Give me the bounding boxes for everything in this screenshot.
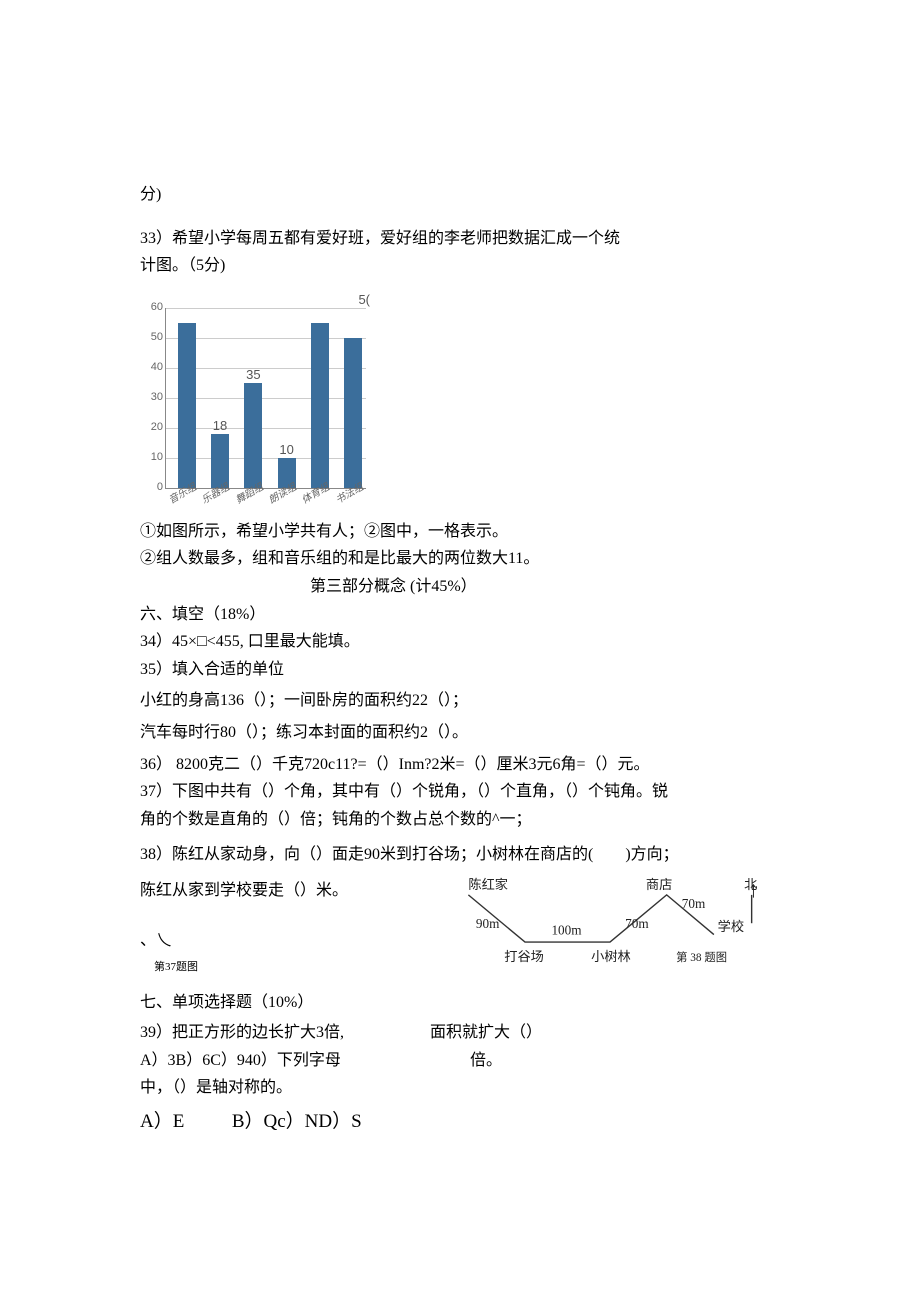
q35-a: 小红的身高136（）；一间卧房的面积约22（）； bbox=[140, 688, 780, 714]
chart-x-tick-label: 舞蹈组 bbox=[233, 480, 267, 509]
chart-x-tick-label: 音乐组 bbox=[166, 480, 200, 509]
chart-gridline bbox=[166, 368, 366, 369]
fig38-caption: 第 38 题图 bbox=[676, 950, 727, 964]
chart-plot-area: 0102030405060音乐组18乐器组35舞蹈组10朗读组体育组书法组 bbox=[165, 308, 366, 489]
chart-y-tick-label: 50 bbox=[141, 329, 163, 347]
chart-y-tick-label: 40 bbox=[141, 359, 163, 377]
label-xiaoshu: 小树林 bbox=[591, 949, 631, 964]
q33-sub1: ①如图所示，希望小学共有人；②图中，一格表示。 bbox=[140, 519, 780, 545]
q38-a: 38）陈红从家动身，向（）面走90米到打谷场；小树林在商店的( )方向； bbox=[140, 842, 780, 868]
q35: 35）填入合适的单位 bbox=[140, 657, 780, 683]
q34: 34）45×□<455, 口里最大能填。 bbox=[140, 629, 780, 655]
q36: 36） 8200克二（）千克720c11?=（）Inm?2米=（）厘米3元6角=… bbox=[140, 752, 780, 778]
chart-y-tick-label: 60 bbox=[141, 299, 163, 317]
chart-y-tick-label: 0 bbox=[141, 479, 163, 497]
fig37-caption: 第37题图 bbox=[154, 959, 440, 977]
section-7-title: 七、单项选择题（10%） bbox=[140, 990, 780, 1016]
chart-y-tick-label: 20 bbox=[141, 419, 163, 437]
label-shop: 商店 bbox=[646, 877, 672, 892]
label-school: 学校 bbox=[718, 918, 744, 934]
fig37-mark: 、乀 bbox=[140, 928, 440, 954]
chart-gridline bbox=[166, 398, 366, 399]
q39-a: 39）把正方形的边长扩大3倍, bbox=[140, 1020, 370, 1046]
label-70m-a: 70m bbox=[625, 916, 649, 931]
fragment-fen: 分) bbox=[140, 182, 780, 208]
chart-y-tick-label: 30 bbox=[141, 389, 163, 407]
q37-a: 37）下图中共有（）个角，其中有（）个锐角，（）个直角，（）个钝角。锐 bbox=[140, 779, 780, 805]
chart-y-tick-label: 10 bbox=[141, 449, 163, 467]
route-diagram: ↑ 陈红家 商店 北 90m 100m 70m 70m 学校 打谷场 小树林 第… bbox=[440, 876, 780, 988]
q35-b: 汽车每时行80（）；练习本封面的面积约2（）。 bbox=[140, 720, 780, 746]
q39-c: A）3B）6C）940）下列字母 bbox=[140, 1048, 370, 1074]
ans-a-label: A） bbox=[140, 1111, 173, 1132]
label-north: 北 bbox=[744, 877, 757, 892]
chart-gridline bbox=[166, 428, 366, 429]
chart-bar-value-label: 10 bbox=[279, 440, 293, 461]
ans-a-value: E bbox=[173, 1111, 185, 1132]
chart-gridline bbox=[166, 308, 366, 309]
q38-b: 陈红从家到学校要走（）米。 bbox=[140, 878, 440, 904]
chart-bar-value-label: 18 bbox=[213, 416, 227, 437]
q33-line2: 计图。（5分) bbox=[140, 253, 780, 279]
q39-d: 倍。 bbox=[430, 1048, 542, 1074]
chart-bar: 18 bbox=[211, 434, 229, 488]
part3-title: 第三部分概念 (计45%） bbox=[140, 574, 780, 600]
q33-sub2: ②组人数最多，组和音乐组的和是比最大的两位数大11。 bbox=[140, 546, 780, 572]
q38-diagram-row: 陈红从家到学校要走（）米。 、乀 第37题图 ↑ 陈红家 商店 北 90m 10… bbox=[140, 876, 780, 988]
chart-bar: 35 bbox=[244, 383, 262, 488]
chart-bar bbox=[344, 338, 362, 488]
q39-b: 面积就扩大（） bbox=[430, 1020, 542, 1046]
label-dagu: 打谷场 bbox=[504, 949, 544, 964]
q38-left-column: 陈红从家到学校要走（）米。 、乀 第37题图 bbox=[140, 876, 440, 977]
label-100m: 100m bbox=[551, 922, 582, 937]
chart-x-tick-label: 书法组 bbox=[333, 480, 367, 509]
chart-bar bbox=[311, 323, 329, 488]
chart-bar-value-label: 35 bbox=[246, 365, 260, 386]
q33-line1: 33）希望小学每周五都有爱好班，爱好组的李老师把数据汇成一个统 bbox=[140, 226, 780, 252]
chart-gridline bbox=[166, 338, 366, 339]
label-90m: 90m bbox=[476, 916, 500, 931]
chart-gridline bbox=[166, 458, 366, 459]
q39-right: 面积就扩大（） 倍。 bbox=[370, 1018, 542, 1075]
chart-x-tick-label: 朗读组 bbox=[266, 480, 300, 509]
q40-answer-row: A）E B）Qc）ND）S bbox=[140, 1107, 780, 1137]
q37-b: 角的个数是直角的（）倍；钝角的个数占总个数的^一； bbox=[140, 807, 780, 833]
q39-e: 中，（）是轴对称的。 bbox=[140, 1075, 370, 1101]
route-polyline bbox=[468, 895, 714, 942]
ans-rest: B）Qc）ND）S bbox=[232, 1111, 362, 1132]
q39-left: 39）把正方形的边长扩大3倍, A）3B）6C）940）下列字母 中，（）是轴对… bbox=[140, 1018, 370, 1103]
label-chenhong: 陈红家 bbox=[468, 876, 508, 892]
label-70m-b: 70m bbox=[682, 896, 706, 911]
section-6-title: 六、填空（18%） bbox=[140, 602, 780, 628]
hobby-bar-chart: 5( 0102030405060音乐组18乐器组35舞蹈组10朗读组体育组书法组 bbox=[140, 294, 370, 514]
q39-row: 39）把正方形的边长扩大3倍, A）3B）6C）940）下列字母 中，（）是轴对… bbox=[140, 1018, 780, 1103]
document-page: 分) 33）希望小学每周五都有爱好班，爱好组的李老师把数据汇成一个统 计图。（5… bbox=[0, 0, 920, 1237]
chart-bar bbox=[178, 323, 196, 488]
route-diagram-svg: ↑ 陈红家 商店 北 90m 100m 70m 70m 学校 打谷场 小树林 第… bbox=[440, 876, 780, 980]
